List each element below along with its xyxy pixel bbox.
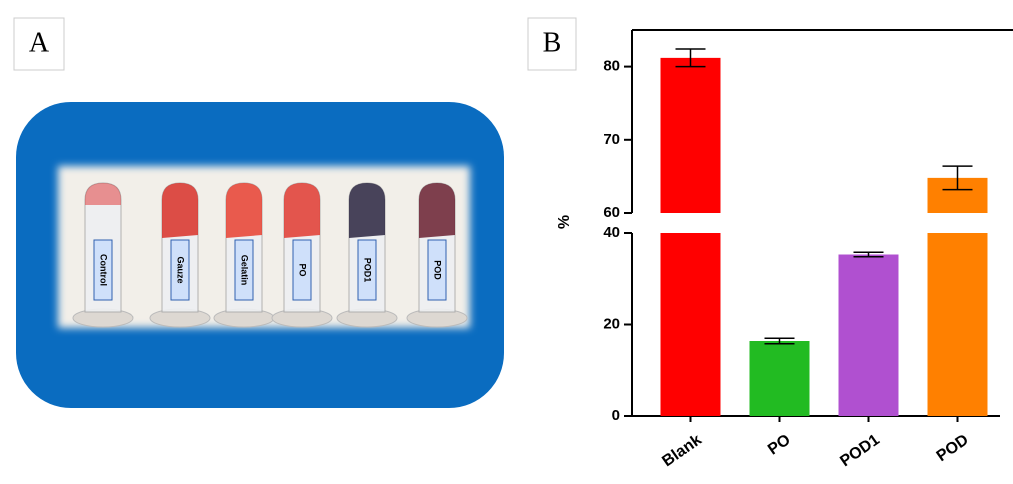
- tube-content: [419, 183, 455, 238]
- panel-label-box: [527, 17, 577, 71]
- error-bar: [764, 337, 795, 345]
- tube-label: Gauze: [176, 256, 186, 283]
- bar: [749, 340, 810, 416]
- tube-label: Gelatin: [240, 255, 250, 286]
- bar: [838, 254, 899, 416]
- y-tick-label: 70: [603, 131, 620, 148]
- tube-content: [284, 183, 320, 238]
- error-bar: [942, 165, 973, 191]
- tubes: Control Gauze Gelatin PO POD1 POD: [72, 182, 468, 328]
- y-tick-label: 20: [603, 315, 620, 332]
- tube-label: PO: [298, 263, 308, 276]
- bar: [927, 177, 988, 416]
- x-tick-label: POD1: [837, 431, 883, 470]
- y-tick-label: 80: [603, 58, 620, 75]
- x-tick-label: POD: [934, 431, 972, 465]
- x-tick-label: Blank: [659, 431, 705, 470]
- tube-content: [226, 183, 262, 238]
- tube-label-box: [234, 239, 254, 301]
- tube-label-box: [357, 239, 377, 301]
- error-bar: [853, 251, 884, 258]
- tube-label-box: [292, 239, 312, 301]
- tube-label: POD1: [363, 258, 373, 283]
- tube-content: [349, 183, 385, 238]
- y-tick-label: 0: [612, 407, 620, 424]
- y-tick-label: 60: [603, 204, 620, 221]
- tube-label-box: [170, 239, 190, 301]
- tube-label: POD: [433, 260, 443, 280]
- photo: [58, 166, 470, 328]
- tube-content: [85, 183, 121, 205]
- error-bar: [675, 48, 706, 68]
- panel-label: B: [543, 27, 562, 58]
- x-tick-label: PO: [765, 431, 794, 458]
- chart: 0 20 40 60 70 80% Blank PO POD1 POD: [556, 30, 1000, 470]
- y-tick-label: 40: [603, 224, 620, 241]
- bar: [660, 57, 721, 416]
- tube-label-box: [427, 239, 447, 301]
- panel-label-box: [13, 17, 65, 71]
- panel-label: A: [29, 27, 50, 58]
- y-axis-label: %: [556, 215, 573, 229]
- tube-label-box: [93, 239, 113, 301]
- tube-label: Control: [99, 254, 109, 286]
- tube-content: [162, 183, 198, 238]
